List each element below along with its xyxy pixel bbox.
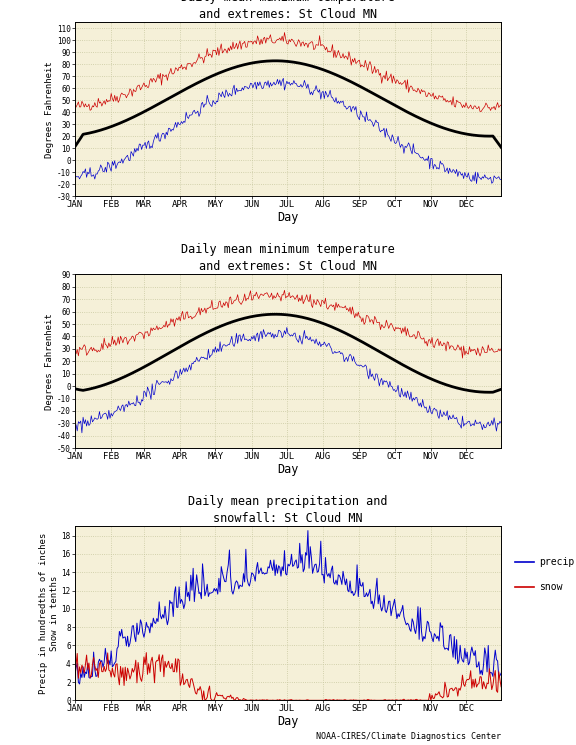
Title: Daily mean minimum temperature
and extremes: St Cloud MN: Daily mean minimum temperature and extre… (181, 243, 395, 273)
Y-axis label: Degrees Fahrenheit: Degrees Fahrenheit (45, 313, 54, 410)
Title: Daily mean precipitation and
snowfall: St Cloud MN: Daily mean precipitation and snowfall: S… (188, 495, 388, 525)
Title: Daily mean maximum temperature
and extremes: St Cloud MN: Daily mean maximum temperature and extre… (181, 0, 395, 21)
Legend: precip, snow: precip, snow (514, 557, 574, 592)
X-axis label: Day: Day (277, 715, 299, 728)
Y-axis label: Degrees Fahrenheit: Degrees Fahrenheit (45, 61, 54, 158)
X-axis label: Day: Day (277, 211, 299, 224)
Text: NOAA-CIRES/Climate Diagnostics Center: NOAA-CIRES/Climate Diagnostics Center (316, 732, 501, 741)
Y-axis label: Precip in hundredths of inches
Snow in tenths: Precip in hundredths of inches Snow in t… (39, 533, 59, 694)
X-axis label: Day: Day (277, 463, 299, 476)
